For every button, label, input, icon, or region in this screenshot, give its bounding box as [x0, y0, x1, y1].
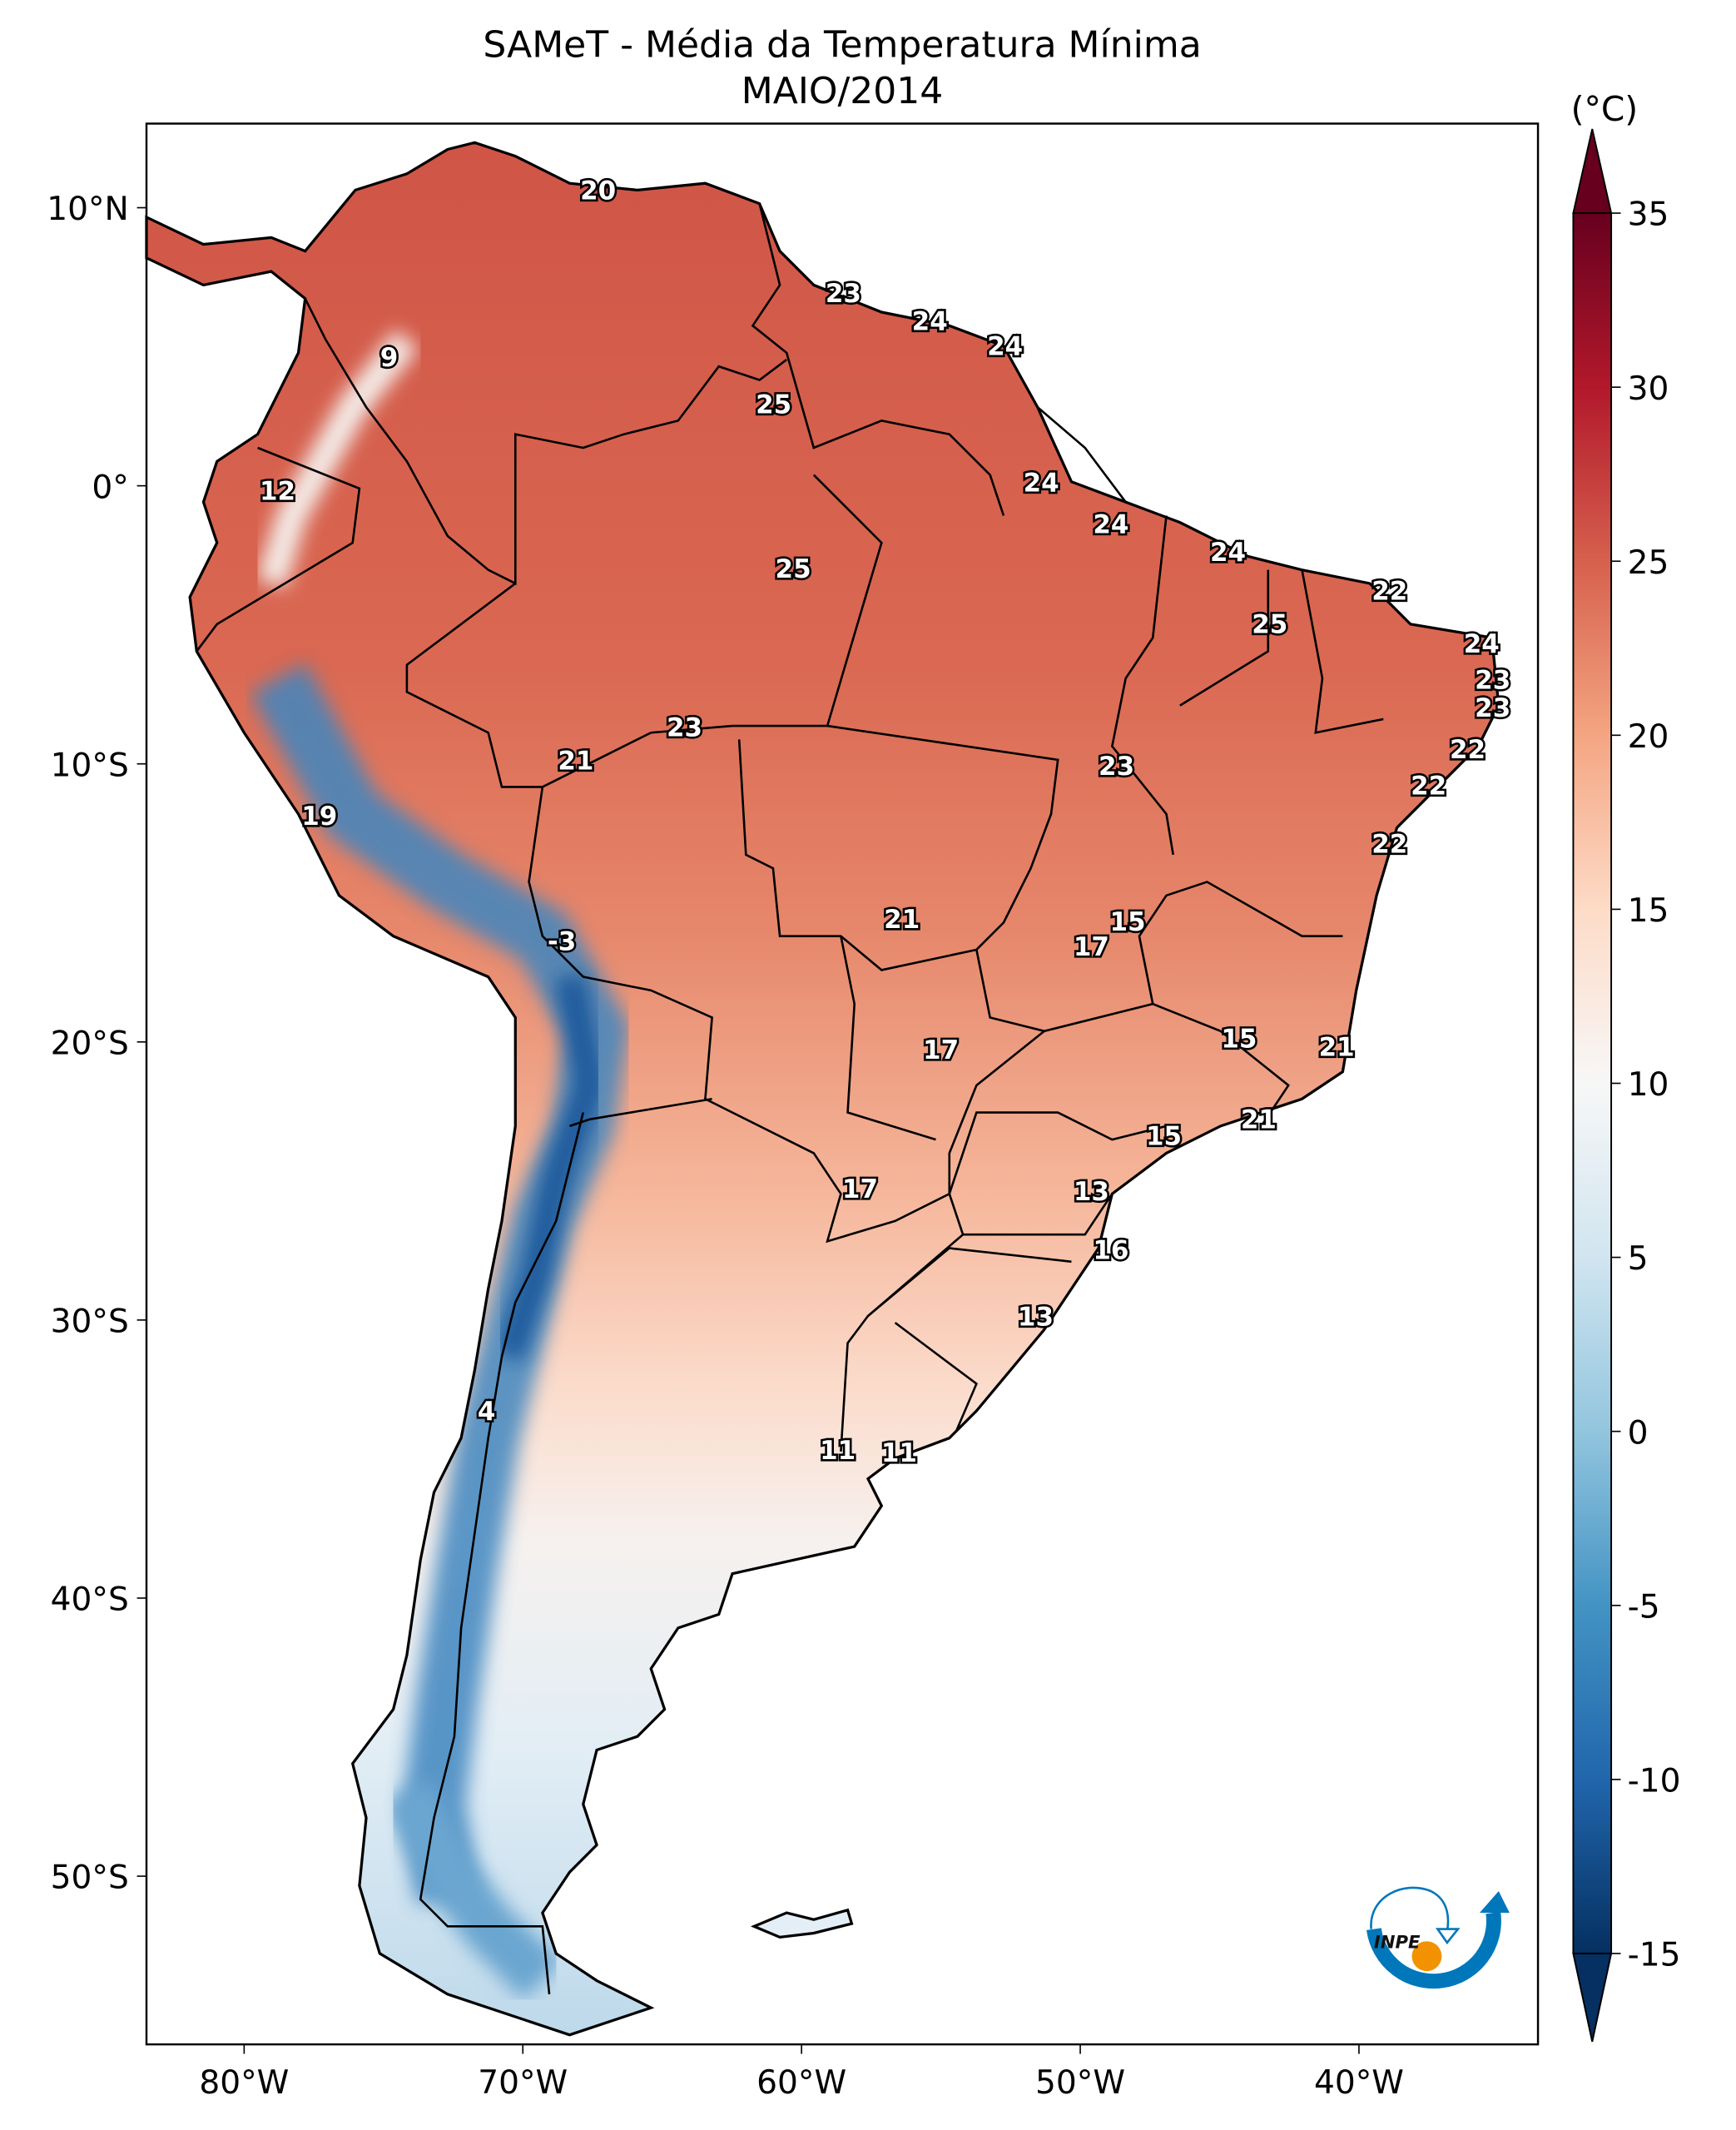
colorbar-tick-label: -5 — [1628, 1588, 1660, 1626]
map-subtitle: MAIO/2014 — [742, 70, 943, 112]
inpe-logo: INPE — [1366, 1886, 1510, 1989]
value-label: 15 — [1109, 907, 1145, 937]
colorbar-unit: (°C) — [1571, 89, 1639, 129]
value-label: 21 — [558, 746, 593, 776]
value-label: 22 — [1371, 830, 1407, 860]
value-label: 21 — [884, 905, 920, 935]
value-label: 22 — [1450, 735, 1486, 765]
value-label: 11 — [881, 1438, 917, 1468]
value-label: 25 — [756, 390, 791, 420]
value-label: 9 — [380, 343, 399, 373]
value-label: 23 — [1475, 665, 1510, 695]
colorbar-extend-min — [1572, 1952, 1613, 2043]
value-label: 23 — [1475, 693, 1510, 723]
colorbar-tick-label: 0 — [1628, 1414, 1649, 1452]
value-label: 13 — [1018, 1303, 1054, 1333]
colorbar-tick-label: 10 — [1628, 1066, 1669, 1104]
value-label: 13 — [1074, 1177, 1109, 1207]
value-label: -3 — [548, 927, 576, 957]
lat-tick-label: 40°S — [51, 1581, 129, 1619]
inpe-logo-text: INPE — [1374, 1931, 1421, 1952]
value-label: 23 — [826, 279, 861, 309]
value-label: 17 — [923, 1035, 959, 1065]
value-label: 24 — [1024, 468, 1059, 498]
value-label: 12 — [260, 476, 295, 506]
lat-tick-label: 10°N — [47, 191, 129, 228]
value-label: 11 — [820, 1436, 856, 1466]
value-label: 21 — [1319, 1032, 1355, 1062]
falkland-islands — [750, 1908, 854, 1939]
lon-tick-label: 60°W — [756, 2064, 846, 2102]
latitude-axis: 10°N 0° 10°S 20°S 30°S 40°S 50°S — [47, 191, 147, 1897]
value-label: 17 — [1074, 932, 1109, 962]
value-label: 15 — [1146, 1121, 1182, 1151]
colorbar-tick-label: 15 — [1628, 892, 1669, 930]
value-label: 25 — [1252, 610, 1287, 640]
country-borders — [196, 203, 1384, 1994]
value-label: 24 — [987, 332, 1023, 362]
colorbar-bar — [1572, 212, 1613, 1954]
colorbar-extend-max — [1572, 128, 1613, 215]
lat-tick-label: 0° — [92, 469, 128, 506]
coastline — [145, 141, 1500, 2037]
value-label: 24 — [1464, 629, 1500, 659]
colorbar-tick-label: -10 — [1628, 1763, 1681, 1800]
lon-tick-label: 50°W — [1035, 2064, 1125, 2102]
value-label: 20 — [580, 176, 616, 206]
lat-tick-label: 50°S — [51, 1859, 129, 1897]
value-label: 4 — [478, 1397, 496, 1427]
colorbar-tick-label: 20 — [1628, 718, 1669, 756]
colorbar-tick-label: 35 — [1628, 196, 1669, 234]
value-label: 22 — [1411, 771, 1446, 801]
value-label: 24 — [1210, 538, 1246, 568]
colorbar-ticks: 35 30 25 20 15 10 5 0 -5 -10 -15 — [1611, 196, 1681, 1974]
lat-tick-label: 20°S — [51, 1025, 129, 1062]
colorbar-tick-label: 5 — [1628, 1240, 1649, 1278]
lon-tick-label: 40°W — [1314, 2064, 1404, 2102]
colorbar-tick-label: 30 — [1628, 370, 1669, 408]
value-label: 24 — [912, 307, 948, 337]
longitude-axis: 80°W 70°W 60°W 50°W 40°W — [199, 2044, 1404, 2102]
lat-tick-label: 30°S — [51, 1303, 129, 1341]
colorbar-tick-label: -15 — [1628, 1937, 1681, 1974]
map-title: SAMeT - Média da Temperatura Mínima — [483, 24, 1201, 67]
value-label: 24 — [1093, 509, 1128, 539]
value-label: 21 — [1241, 1105, 1277, 1135]
colorbar: (°C) 35 30 25 20 15 10 5 0 -5 -10 -15 — [1571, 89, 1681, 2043]
value-label: 15 — [1221, 1024, 1257, 1054]
andes-cold-band — [250, 330, 629, 2000]
value-label: 17 — [842, 1174, 878, 1204]
colorbar-tick-label: 25 — [1628, 544, 1669, 582]
value-label: 19 — [301, 802, 337, 832]
value-label: 23 — [667, 712, 702, 742]
value-label: 25 — [776, 554, 811, 584]
value-label: 22 — [1371, 577, 1407, 607]
lon-tick-label: 70°W — [478, 2064, 568, 2102]
lat-tick-label: 10°S — [51, 747, 129, 784]
lon-tick-label: 80°W — [199, 2064, 289, 2102]
value-label: 16 — [1093, 1235, 1128, 1265]
value-label: 23 — [1099, 752, 1134, 782]
